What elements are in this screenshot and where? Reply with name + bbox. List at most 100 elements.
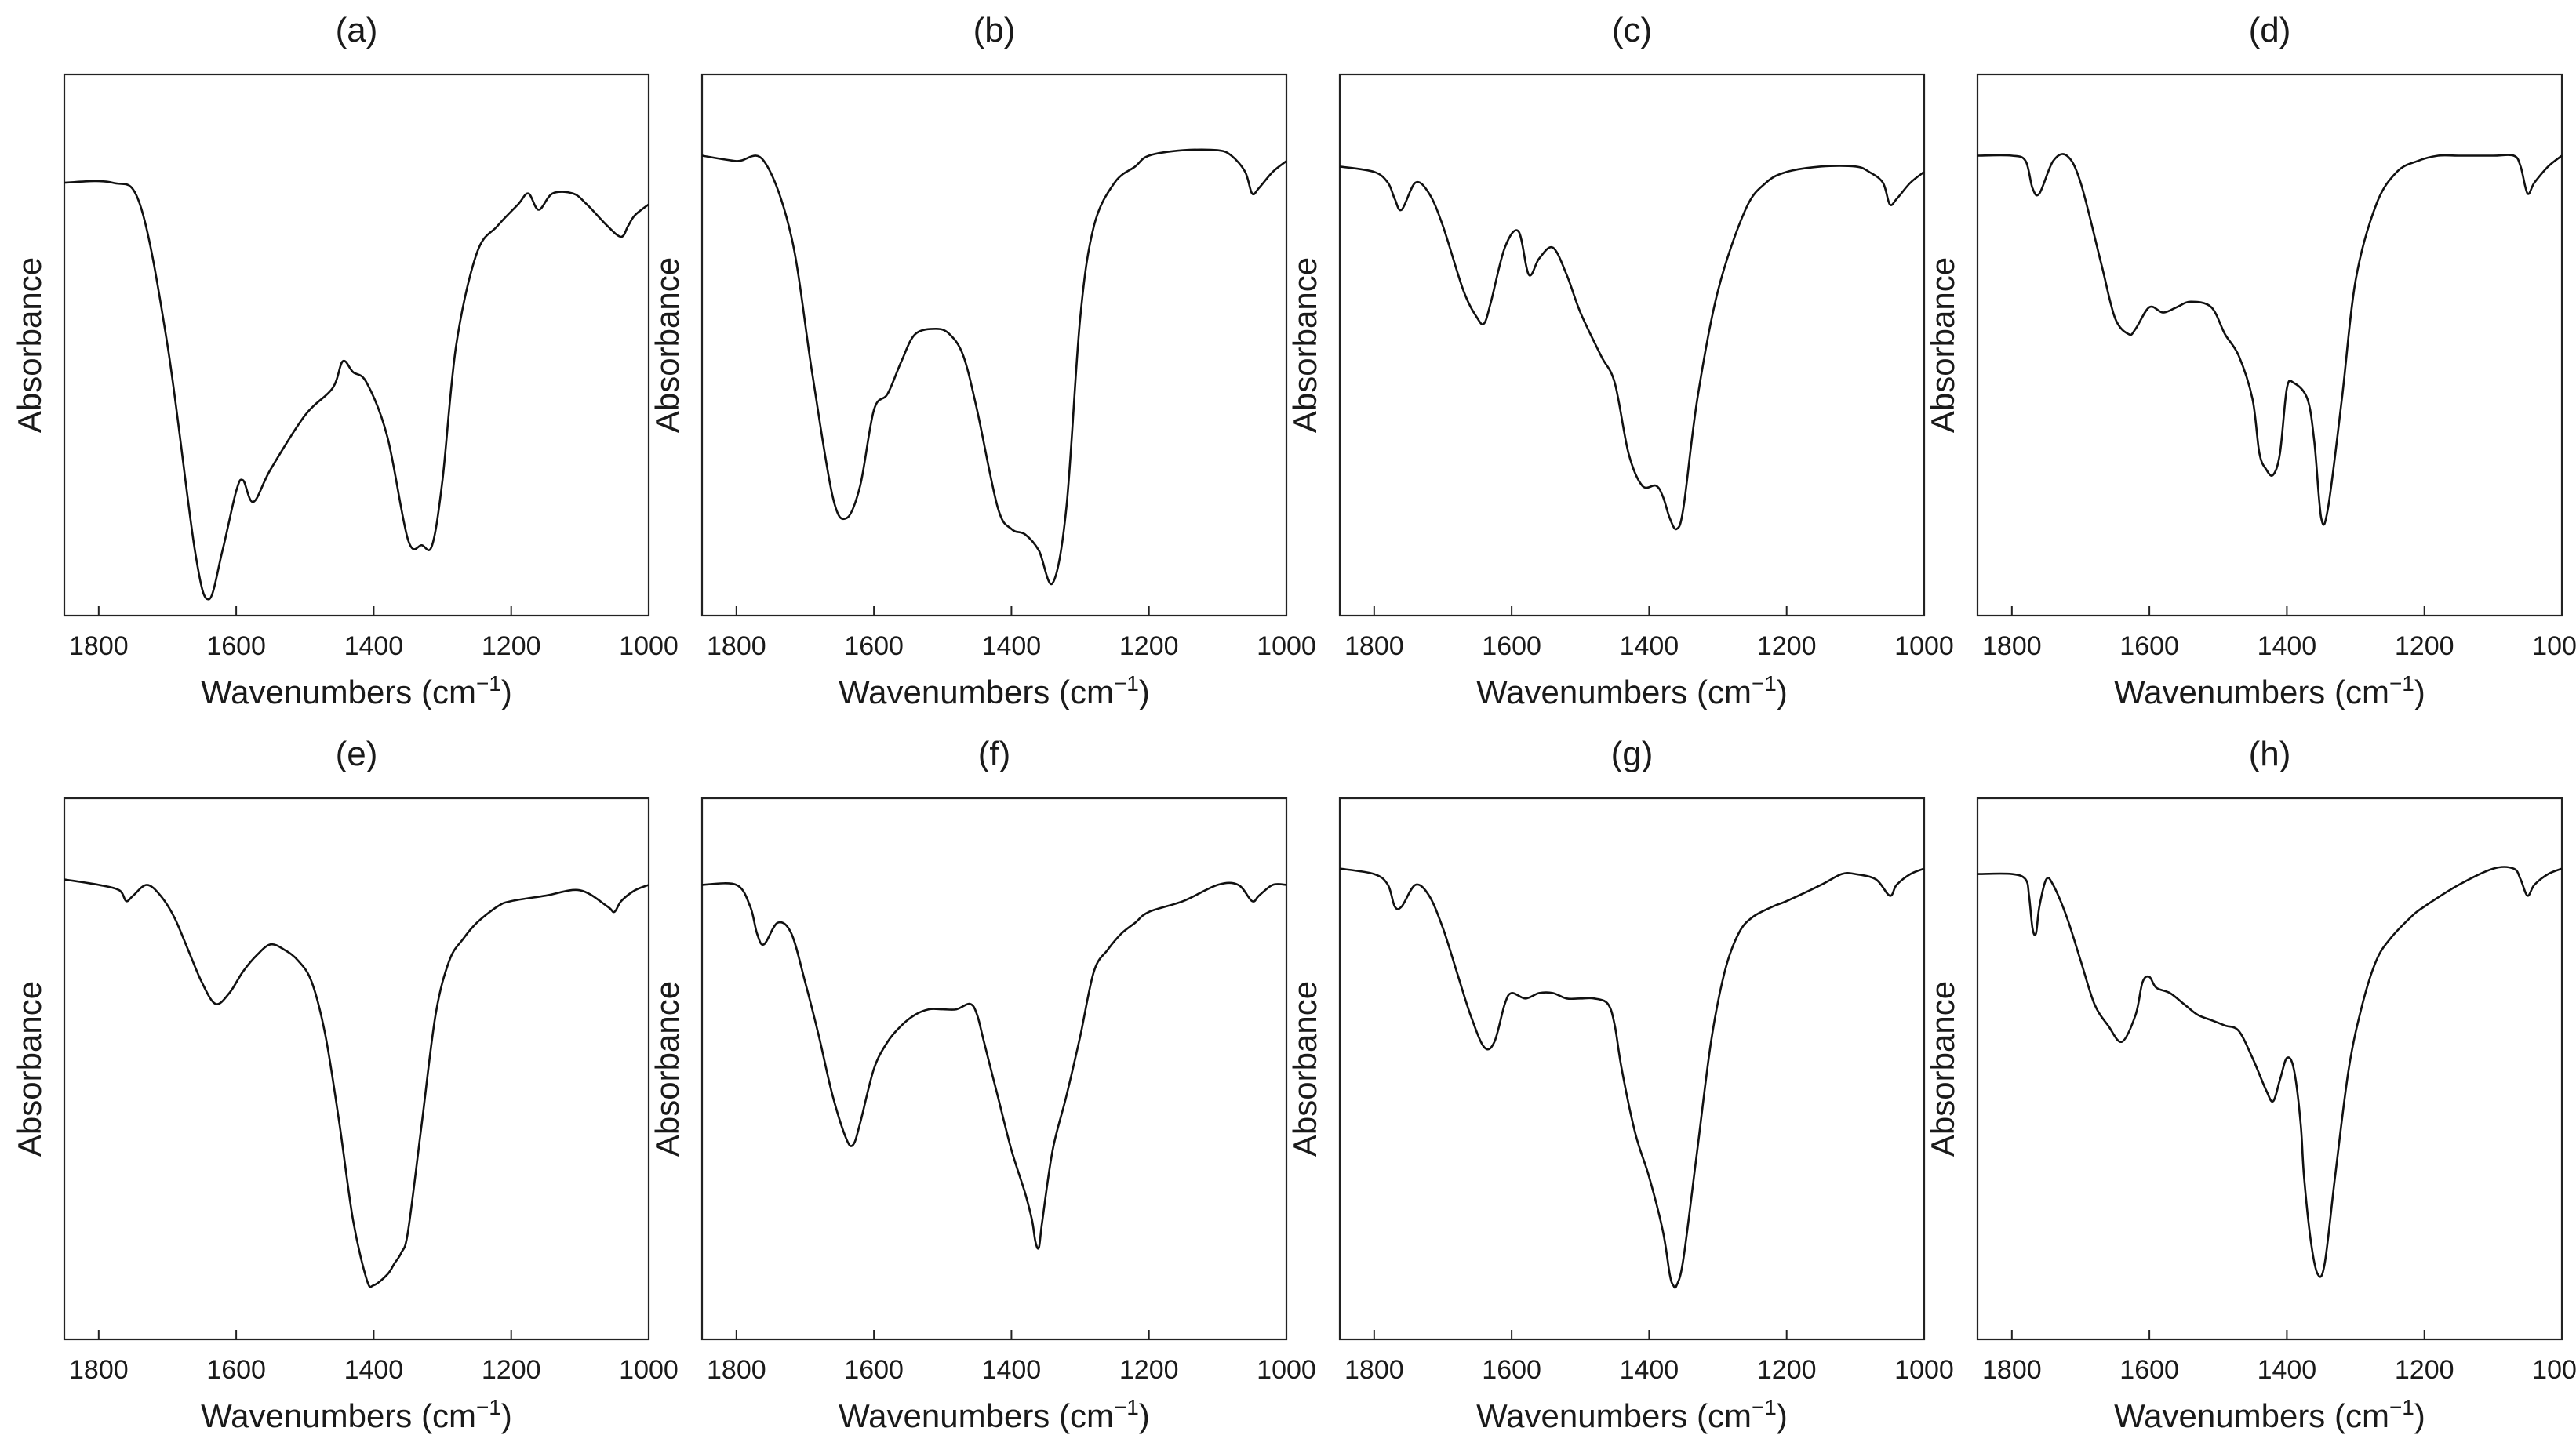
- panel-title: (g): [1611, 735, 1654, 773]
- x-tick-label: 1000: [1894, 1355, 1954, 1385]
- spectrum-line-f: [701, 881, 1287, 1250]
- x-tick-label: 1400: [982, 1355, 1042, 1385]
- spectrum-line-a: [64, 180, 649, 601]
- x-tick-label: 1000: [619, 631, 679, 661]
- x-axis-label: Wavenumbers (cm−1): [201, 671, 512, 710]
- panel-title: (e): [336, 735, 378, 773]
- x-tick-label: 1400: [2258, 631, 2317, 661]
- x-axis-label-text: Wavenumbers (cm: [839, 674, 1114, 710]
- y-axis-label: Absorbance: [11, 257, 48, 433]
- x-tick-label: 1000: [2532, 1355, 2576, 1385]
- x-tick-label: 1600: [206, 1355, 266, 1385]
- panel-title: (a): [336, 11, 378, 49]
- x-axis-label-text: Wavenumbers (cm: [839, 1397, 1114, 1434]
- x-tick-label: 1200: [1119, 631, 1179, 661]
- x-tick-label: 1400: [344, 631, 404, 661]
- x-axis-label-text: Wavenumbers (cm: [201, 1397, 476, 1434]
- x-axis-label-close: ): [501, 1397, 512, 1434]
- x-tick-label: 1000: [2532, 631, 2576, 661]
- x-tick-label: 1400: [1620, 1355, 1679, 1385]
- x-axis-label-sup: −1: [1114, 1395, 1139, 1419]
- x-tick-label: 1000: [1257, 1355, 1316, 1385]
- spectrum-line-h: [1977, 866, 2563, 1278]
- panel-f: (f) 1800 1600 1400 1200 1000 Wavenumbers (cm−1…: [649, 735, 1316, 1434]
- panel-e: (e) 1800 1600 1400 1200 1000 Wavenumbers (cm−1…: [11, 735, 679, 1434]
- x-tick-label: 1400: [982, 631, 1042, 661]
- x-axis-label-sup: −1: [1114, 671, 1139, 696]
- panel-title: (h): [2249, 735, 2291, 773]
- plot-frame: [1338, 73, 1926, 617]
- x-tick-label: 1200: [1757, 631, 1817, 661]
- x-axis-label-close: ): [1777, 674, 1788, 710]
- x-axis-label-text: Wavenumbers (cm: [2114, 1397, 2389, 1434]
- plot-frame: [1976, 73, 2563, 617]
- x-tick-label: 1400: [1620, 631, 1679, 661]
- x-axis-label: Wavenumbers (cm−1): [839, 671, 1150, 710]
- x-axis-label: Wavenumbers (cm−1): [1476, 671, 1788, 710]
- plot-frame: [63, 797, 650, 1341]
- x-tick-label: 1200: [482, 631, 541, 661]
- x-tick-label: 1200: [482, 1355, 541, 1385]
- x-axis-label-close: ): [1139, 1397, 1150, 1434]
- x-axis-label-close: ): [1777, 1397, 1788, 1434]
- x-tick-label: 1600: [1482, 1355, 1541, 1385]
- y-axis-label: Absorbance: [1286, 257, 1323, 433]
- x-axis-label-close: ): [2414, 674, 2425, 710]
- panel-d: (d) 1800 1600 1400 1200 1000 Wavenumbers (cm−1…: [1924, 11, 2576, 710]
- x-tick-label: 1800: [1344, 1355, 1404, 1385]
- spectrum-line-c: [1339, 165, 1925, 531]
- x-tick-label: 1800: [1982, 631, 2042, 661]
- panel-a: (a) 1800 1600 1400 1200 1000 Wavenumbers (cm−1…: [11, 11, 679, 710]
- x-axis-label: Wavenumbers (cm−1): [1476, 1395, 1788, 1434]
- x-tick-label: 1800: [707, 631, 766, 661]
- x-tick-label: 1600: [206, 631, 266, 661]
- x-tick-label: 1400: [344, 1355, 404, 1385]
- x-tick-label: 1000: [1894, 631, 1954, 661]
- x-axis-label-close: ): [501, 674, 512, 710]
- x-tick-label: 1600: [844, 1355, 904, 1385]
- x-tick-label: 1200: [2395, 631, 2454, 661]
- y-axis-label: Absorbance: [1924, 257, 1961, 433]
- y-axis-label: Absorbance: [1286, 981, 1323, 1157]
- y-axis-label: Absorbance: [11, 981, 48, 1157]
- y-axis-label: Absorbance: [649, 981, 686, 1157]
- x-axis-label: Wavenumbers (cm−1): [2114, 1395, 2425, 1434]
- x-axis-label: Wavenumbers (cm−1): [2114, 671, 2425, 710]
- plot-frame: [700, 797, 1288, 1341]
- panel-title: (c): [1612, 11, 1652, 49]
- x-tick-label: 1600: [2119, 1355, 2179, 1385]
- x-axis-label-sup: −1: [1752, 671, 1777, 696]
- x-tick-label: 1800: [1344, 631, 1404, 661]
- panel-title: (b): [973, 11, 1016, 49]
- x-axis-label-sup: −1: [476, 1395, 501, 1419]
- x-axis-label: Wavenumbers (cm−1): [201, 1395, 512, 1434]
- x-axis-label-close: ): [2414, 1397, 2425, 1434]
- x-axis-label-text: Wavenumbers (cm: [1476, 1397, 1752, 1434]
- panel-c: (c) 1800 1600 1400 1200 1000 Wavenumbers (cm−1…: [1286, 11, 1954, 710]
- spectrum-line-e: [64, 878, 649, 1288]
- spectrum-line-g: [1339, 867, 1925, 1289]
- x-axis-label-text: Wavenumbers (cm: [1476, 674, 1752, 710]
- x-axis-label-close: ): [1139, 674, 1150, 710]
- x-axis-label-text: Wavenumbers (cm: [201, 674, 476, 710]
- panel-title: (d): [2249, 11, 2291, 49]
- x-axis-label: Wavenumbers (cm−1): [839, 1395, 1150, 1434]
- panel-b: (b) 1800 1600 1400 1200 1000 Wavenumbers (cm−1…: [649, 11, 1316, 710]
- spectrum-line-b: [701, 148, 1287, 586]
- x-tick-label: 1800: [69, 631, 129, 661]
- plot-frame: [1338, 797, 1926, 1341]
- x-axis-label-sup: −1: [1752, 1395, 1777, 1419]
- panel-h: (h) 1800 1600 1400 1200 1000 Wavenumbers (cm−1…: [1924, 735, 2576, 1434]
- plot-frame: [700, 73, 1288, 617]
- spectrum-line-d: [1977, 153, 2563, 526]
- plot-frame: [63, 73, 650, 617]
- x-tick-label: 1600: [844, 631, 904, 661]
- y-axis-label: Absorbance: [649, 257, 686, 433]
- x-axis-label-text: Wavenumbers (cm: [2114, 674, 2389, 710]
- x-tick-label: 1200: [2395, 1355, 2454, 1385]
- x-axis-label-sup: −1: [2389, 671, 2414, 696]
- x-tick-label: 1800: [69, 1355, 129, 1385]
- x-tick-label: 1600: [2119, 631, 2179, 661]
- panel-g: (g) 1800 1600 1400 1200 1000 Wavenumbers (cm−1…: [1286, 735, 1954, 1434]
